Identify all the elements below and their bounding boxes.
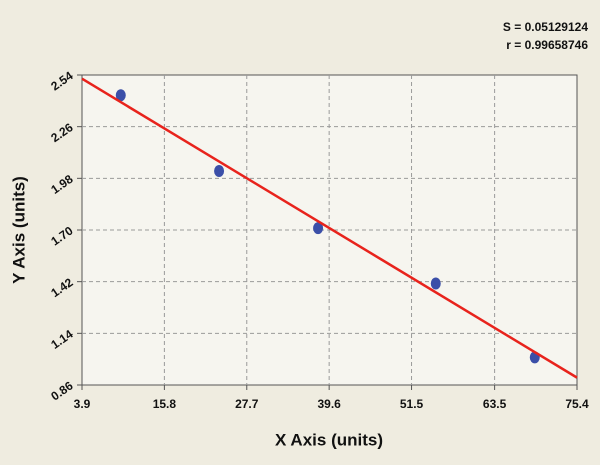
x-tick-label: 3.9 (74, 397, 91, 411)
x-tick-label: 63.5 (483, 397, 507, 411)
point (313, 222, 324, 235)
annotation: r = 0.99658746 (506, 38, 588, 52)
fit-line (81, 77, 578, 379)
x-tick-label: 51.5 (400, 397, 424, 411)
y-tick-label: 1.42 (48, 275, 75, 300)
x-axis-title: X Axis (units) (275, 430, 383, 449)
y-tick-label: 1.14 (48, 327, 75, 352)
x-tick-label: 15.8 (153, 397, 177, 411)
x-tick-label: 39.6 (317, 397, 341, 411)
point (115, 89, 126, 102)
y-tick-label: 0.86 (48, 378, 75, 403)
point (214, 164, 225, 177)
y-axis-title: Y Axis (units) (9, 176, 28, 284)
x-tick-label: 27.7 (235, 397, 259, 411)
y-tick-label: 2.54 (48, 68, 75, 93)
x-tick-label: 75.4 (565, 397, 589, 411)
annotation: S = 0.05129124 (503, 20, 588, 34)
y-tick-label: 1.98 (48, 172, 75, 197)
y-tick-label: 2.26 (48, 120, 75, 145)
point (430, 277, 441, 290)
y-tick-label: 1.70 (48, 223, 75, 248)
